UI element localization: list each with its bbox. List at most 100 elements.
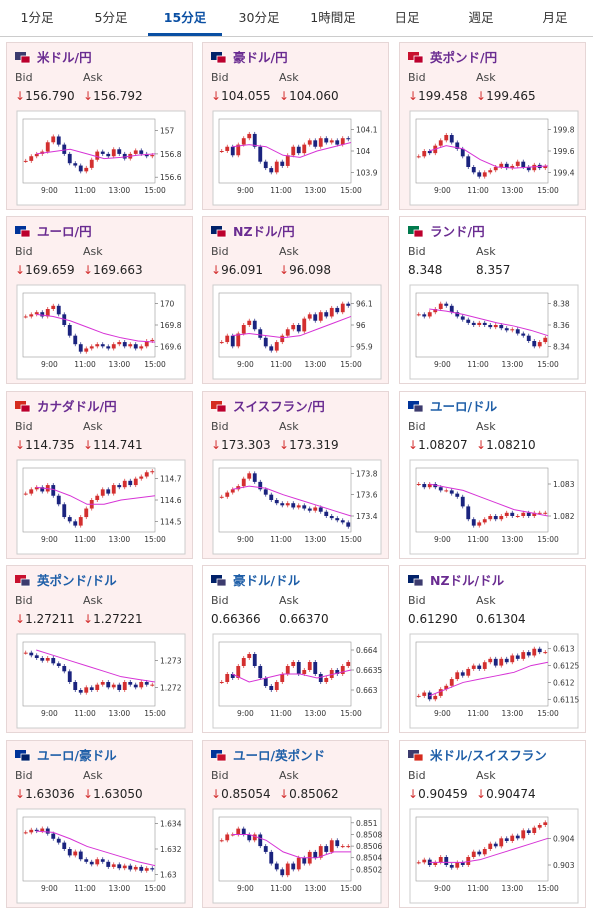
y-tick-label: 199.6 <box>553 147 575 156</box>
pair-name[interactable]: 豪ドル/円 <box>233 50 288 65</box>
flag-quote <box>413 404 424 413</box>
candle <box>324 138 329 143</box>
candle <box>335 518 340 521</box>
pair-name[interactable]: ユーロ/ドル <box>430 399 498 414</box>
candle <box>537 648 542 653</box>
candle <box>269 346 274 351</box>
pair-name[interactable]: 米ドル/スイスフラン <box>429 748 547 763</box>
candle <box>460 672 465 676</box>
pair-name[interactable]: 英ポンド/円 <box>430 50 497 65</box>
ask-value: ↓104.060 <box>279 89 339 103</box>
candle <box>488 843 493 849</box>
candle <box>302 144 307 154</box>
candle <box>313 314 318 321</box>
pair-name[interactable]: ユーロ/英ポンド <box>233 748 325 763</box>
tab[interactable]: 月足 <box>542 10 568 25</box>
candle <box>291 863 296 870</box>
tab[interactable]: 週足 <box>468 10 494 25</box>
plot-area <box>415 816 549 882</box>
candle <box>477 851 482 855</box>
x-tick-label: 15:00 <box>340 535 362 544</box>
flag-base <box>211 226 222 234</box>
pair-name[interactable]: NZドル/円 <box>233 224 295 239</box>
pair-name[interactable]: ユーロ/円 <box>37 224 92 239</box>
x-tick-label: 11:00 <box>74 535 96 544</box>
candle <box>477 522 482 526</box>
flag-base <box>211 750 222 758</box>
flag-quote <box>216 753 227 762</box>
candle <box>62 144 67 154</box>
candle <box>313 662 318 674</box>
x-tick-label: 9:00 <box>41 884 58 893</box>
tab[interactable]: 15分足 <box>148 0 222 36</box>
candle <box>416 484 421 485</box>
candle <box>499 658 504 666</box>
currency-card: 米ドル/円 Bid Ask ↓156.790 ↓156.792 157 156.8 156.6… <box>6 42 193 210</box>
candle <box>263 846 268 852</box>
candle <box>515 329 520 334</box>
pair-name[interactable]: スイスフラン/円 <box>233 399 325 414</box>
x-tick-label: 15:00 <box>537 360 559 369</box>
tab[interactable]: 日足 <box>394 10 420 25</box>
tab[interactable]: 1分足 <box>20 10 54 25</box>
x-tick-label: 13:00 <box>109 360 131 369</box>
candle <box>247 473 252 479</box>
candle <box>504 512 509 516</box>
candle <box>324 678 329 682</box>
x-tick-label: 9:00 <box>237 186 254 195</box>
plot-area <box>218 816 352 882</box>
ask-label: Ask <box>279 245 299 258</box>
candle <box>318 846 323 858</box>
candle <box>122 682 127 690</box>
y-tick-label: 95.9 <box>356 342 373 351</box>
card-svg: 英ポンド/円 Bid Ask ↓199.458 ↓199.465 199.8 199.6 19… <box>408 50 579 206</box>
ask-value: 8.357 <box>476 263 510 277</box>
candle <box>258 146 263 162</box>
y-tick-label: 0.903 <box>553 861 575 870</box>
candle <box>150 868 155 870</box>
chart-frame <box>409 808 579 904</box>
ask-value: ↓173.319 <box>279 438 339 452</box>
candle <box>335 307 340 313</box>
x-tick-label: 15:00 <box>144 535 166 544</box>
candle <box>78 165 83 172</box>
y-tick-label: 96.1 <box>356 300 373 309</box>
moving-average <box>232 485 352 517</box>
flag-base <box>408 575 419 583</box>
chart-frame <box>16 633 186 729</box>
candle <box>122 865 127 869</box>
pair-name[interactable]: カナダドル/円 <box>37 399 117 414</box>
ask-label: Ask <box>279 594 299 607</box>
tab[interactable]: 5分足 <box>94 10 128 25</box>
pair-name[interactable]: ランド/円 <box>430 224 485 239</box>
candle <box>241 325 246 334</box>
bid-value: ↓1.63036 <box>15 787 75 801</box>
candle <box>438 487 443 491</box>
x-tick-label: 15:00 <box>340 709 362 718</box>
candle <box>537 825 542 828</box>
candle <box>56 305 61 315</box>
ask-label: Ask <box>476 71 496 84</box>
pair-name[interactable]: 英ポンド/ドル <box>37 573 117 588</box>
candle <box>252 834 257 841</box>
candle <box>504 328 509 331</box>
candle <box>45 658 50 661</box>
pair-name[interactable]: 豪ドル/ドル <box>233 573 301 588</box>
flag-base <box>408 226 419 234</box>
candle <box>40 487 45 492</box>
card-svg: 豪ドル/ドル Bid Ask 0.66366 0.66370 0.664 0.6635 0.6… <box>211 573 382 729</box>
candle <box>532 648 537 656</box>
pair-name[interactable]: 米ドル/円 <box>36 50 92 65</box>
flag-base <box>15 750 26 758</box>
tab[interactable]: 1時間足 <box>310 10 356 25</box>
candle <box>150 471 155 473</box>
candle <box>318 312 323 321</box>
flag-quote <box>20 753 31 762</box>
bid-value: 0.66366 <box>211 612 261 626</box>
candle <box>460 148 465 157</box>
y-tick-label: 199.8 <box>553 126 575 135</box>
currency-card: ランド/円 Bid Ask 8.348 8.357 8.38 8.36 8.34 9:00 11:… <box>399 216 586 384</box>
pair-name[interactable]: NZドル/ドル <box>430 573 505 588</box>
pair-name[interactable]: ユーロ/豪ドル <box>37 748 117 763</box>
tab[interactable]: 30分足 <box>238 10 280 25</box>
